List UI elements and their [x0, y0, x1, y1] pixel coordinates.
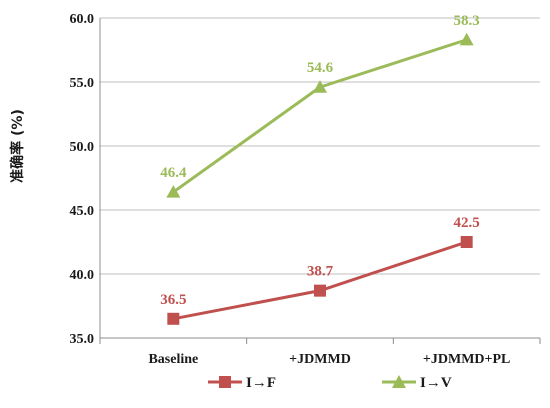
- legend-marker: [219, 376, 231, 388]
- y-tick-label: 45.0: [70, 204, 95, 219]
- series-2: 46.4 54.6 58.3: [160, 13, 480, 198]
- data-point-marker: [314, 284, 326, 297]
- y-axis-title: 准确率 (%): [9, 109, 26, 183]
- data-label: 38.7: [307, 264, 334, 280]
- y-tick-label: 55.0: [70, 76, 95, 91]
- x-tick-label: Baseline: [148, 352, 198, 367]
- data-point-marker: [459, 32, 474, 46]
- axes: 35.0 40.0 45.0 50.0 55.0 60.0 Baseline +JDMMD +J…: [70, 12, 541, 367]
- data-label: 36.5: [160, 292, 186, 308]
- legend: I→F I→V: [208, 375, 452, 391]
- data-label: 46.4: [160, 165, 187, 181]
- data-point-marker: [167, 312, 180, 325]
- y-tick-label: 60.0: [70, 12, 95, 27]
- data-label: 54.6: [307, 60, 334, 76]
- data-point-marker: [460, 236, 473, 248]
- series-line: [173, 240, 468, 321]
- legend-item: I→V: [382, 375, 452, 391]
- x-tick-label: +JDMMD: [289, 352, 351, 367]
- series-1: 36.5 38.7 42.5: [160, 215, 480, 325]
- series-lines: 36.5 38.7 42.5 46.4 54.6 58.3: [160, 13, 480, 325]
- legend-item: I→F: [208, 375, 276, 391]
- x-tick-label: +JDMMD+PL: [423, 352, 511, 367]
- y-tick-label: 35.0: [70, 332, 95, 347]
- legend-label: I→V: [420, 375, 452, 391]
- legend-marker: [392, 375, 406, 388]
- data-label: 58.3: [454, 13, 480, 29]
- data-point-marker: [313, 80, 327, 93]
- legend-label: I→F: [246, 375, 276, 391]
- y-tick-label: 40.0: [70, 268, 95, 283]
- data-point-marker: [166, 185, 181, 198]
- data-label: 42.5: [454, 215, 480, 231]
- y-tick-label: 50.0: [70, 140, 95, 155]
